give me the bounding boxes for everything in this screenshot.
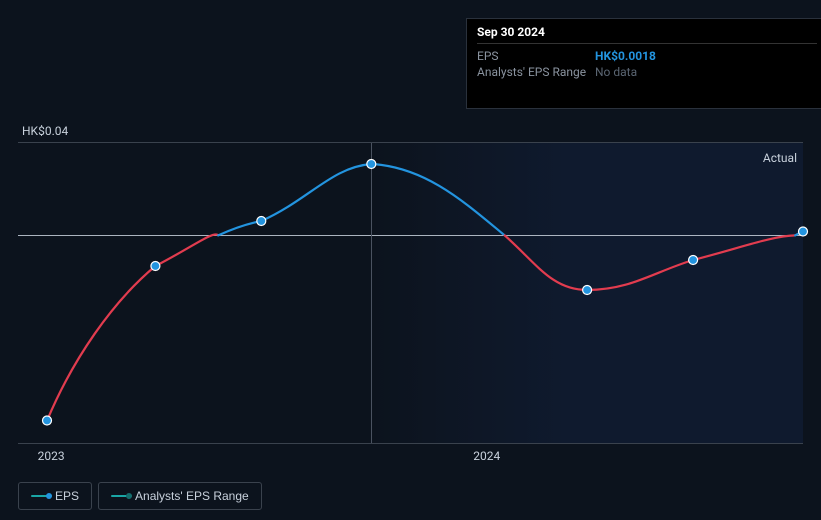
data-point[interactable]	[367, 160, 376, 169]
chart-markers	[18, 143, 803, 443]
data-point[interactable]	[257, 217, 266, 226]
data-point[interactable]	[583, 286, 592, 295]
x-tick-2024: 2024	[473, 449, 500, 463]
tooltip-range-label: Analysts' EPS Range	[477, 65, 595, 79]
data-point[interactable]	[799, 227, 808, 236]
tooltip-date: Sep 30 2024	[477, 25, 817, 44]
chart-legend: EPS Analysts' EPS Range	[18, 482, 262, 510]
tooltip-range-value: No data	[595, 65, 637, 79]
x-tick-2023: 2023	[38, 449, 65, 463]
y-tick-top: HK$0.04	[22, 124, 68, 138]
data-point[interactable]	[689, 256, 698, 265]
legend-range-label: Analysts' EPS Range	[135, 489, 249, 503]
tooltip-eps-label: EPS	[477, 49, 595, 63]
legend-eps-label: EPS	[55, 489, 79, 503]
eps-chart[interactable]: Actual 2023 2024	[18, 142, 803, 444]
data-point[interactable]	[43, 416, 52, 425]
hover-indicator-line	[371, 143, 372, 443]
data-point[interactable]	[151, 262, 160, 271]
legend-swatch-range-icon	[111, 492, 127, 500]
chart-tooltip: Sep 30 2024 EPS HK$0.0018 Analysts' EPS …	[466, 18, 821, 109]
legend-swatch-eps-icon	[31, 492, 47, 500]
tooltip-eps-value: HK$0.0018	[595, 49, 656, 63]
legend-toggle-eps[interactable]: EPS	[18, 482, 92, 510]
legend-toggle-range[interactable]: Analysts' EPS Range	[98, 482, 262, 510]
